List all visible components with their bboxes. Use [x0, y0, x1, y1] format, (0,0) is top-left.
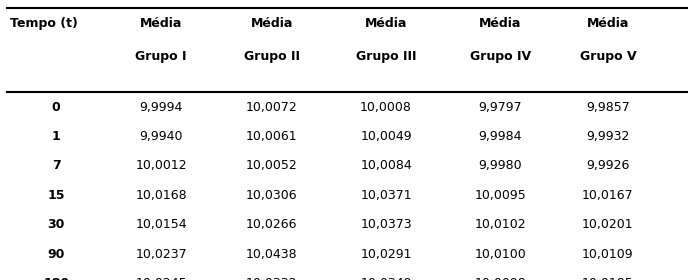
Text: 10,0154: 10,0154 — [135, 218, 187, 231]
Text: Média: Média — [251, 17, 293, 30]
Text: 10,0291: 10,0291 — [360, 248, 412, 261]
Text: Grupo III: Grupo III — [356, 50, 416, 63]
Text: 10,0371: 10,0371 — [360, 189, 412, 202]
Text: 10,0012: 10,0012 — [135, 159, 187, 172]
Text: 15: 15 — [47, 189, 65, 202]
Text: 10,0266: 10,0266 — [246, 218, 298, 231]
Text: 9,9857: 9,9857 — [586, 101, 629, 114]
Text: Média: Média — [586, 17, 629, 30]
Text: 10,0201: 10,0201 — [582, 218, 634, 231]
Text: 7: 7 — [52, 159, 60, 172]
Text: 10,0072: 10,0072 — [246, 101, 298, 114]
Text: Grupo IV: Grupo IV — [470, 50, 531, 63]
Text: 180: 180 — [43, 277, 69, 280]
Text: 9,9984: 9,9984 — [479, 130, 522, 143]
Text: 10,0008: 10,0008 — [360, 101, 412, 114]
Text: 10,0373: 10,0373 — [360, 218, 412, 231]
Text: 10,0167: 10,0167 — [582, 189, 634, 202]
Text: 10,0245: 10,0245 — [135, 277, 187, 280]
Text: 9,9980: 9,9980 — [479, 159, 522, 172]
Text: 10,0098: 10,0098 — [475, 277, 526, 280]
Text: 10,0061: 10,0061 — [246, 130, 298, 143]
Text: 9,9940: 9,9940 — [139, 130, 183, 143]
Text: 10,0306: 10,0306 — [246, 189, 298, 202]
Text: 10,0438: 10,0438 — [246, 248, 298, 261]
Text: 30: 30 — [48, 218, 65, 231]
Text: 10,0102: 10,0102 — [475, 218, 526, 231]
Text: 10,0349: 10,0349 — [360, 277, 412, 280]
Text: 10,0168: 10,0168 — [135, 189, 187, 202]
Text: Média: Média — [479, 17, 522, 30]
Text: 10,0084: 10,0084 — [360, 159, 412, 172]
Text: 9,9994: 9,9994 — [139, 101, 183, 114]
Text: 10,0049: 10,0049 — [360, 130, 412, 143]
Text: Tempo (t): Tempo (t) — [10, 17, 78, 30]
Text: 9,9932: 9,9932 — [586, 130, 629, 143]
Text: 10,0237: 10,0237 — [135, 248, 187, 261]
Text: 1: 1 — [52, 130, 60, 143]
Text: Grupo I: Grupo I — [135, 50, 187, 63]
Text: 10,0052: 10,0052 — [246, 159, 298, 172]
Text: Média: Média — [365, 17, 407, 30]
Text: 90: 90 — [48, 248, 65, 261]
Text: Grupo V: Grupo V — [579, 50, 636, 63]
Text: Grupo II: Grupo II — [244, 50, 300, 63]
Text: 10,0109: 10,0109 — [582, 248, 634, 261]
Text: 10,0095: 10,0095 — [475, 189, 526, 202]
Text: 9,9797: 9,9797 — [479, 101, 522, 114]
Text: 10,0185: 10,0185 — [582, 277, 634, 280]
Text: 10,0332: 10,0332 — [246, 277, 298, 280]
Text: Média: Média — [139, 17, 182, 30]
Text: 9,9926: 9,9926 — [586, 159, 629, 172]
Text: 0: 0 — [52, 101, 60, 114]
Text: 10,0100: 10,0100 — [475, 248, 526, 261]
